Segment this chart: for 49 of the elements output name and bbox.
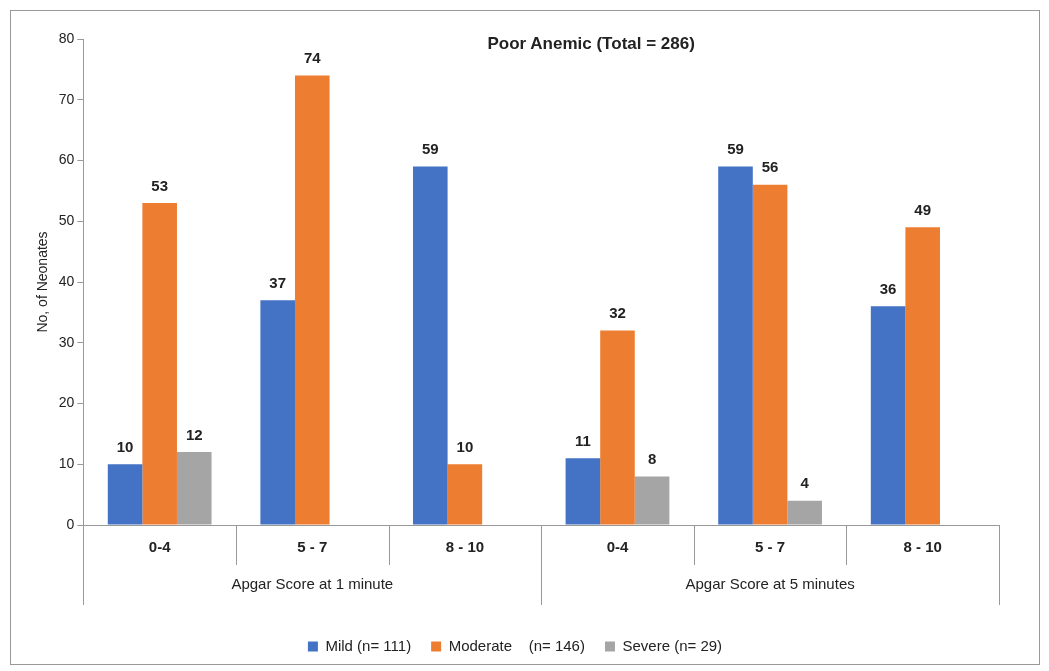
data-label: 32 <box>609 304 626 322</box>
data-label: 36 <box>879 279 897 297</box>
bar <box>565 458 601 525</box>
bar <box>905 227 940 525</box>
y-tick-label: 80 <box>58 29 75 46</box>
bar <box>260 300 295 525</box>
data-label: 59 <box>727 140 744 158</box>
data-label: 12 <box>185 425 203 443</box>
legend-label: Severe (n= 29) <box>622 636 723 654</box>
bar <box>107 464 143 525</box>
x-tick-label: 8 - 10 <box>445 538 485 556</box>
x-tick-label: 0-4 <box>606 538 629 556</box>
x-tick-label: 0-4 <box>148 538 172 556</box>
data-label: 37 <box>269 273 287 291</box>
legend-label: Mild (n= 111) <box>325 636 412 654</box>
y-tick-label: 70 <box>58 90 75 107</box>
y-tick-label: 40 <box>58 272 75 289</box>
legend-label: Moderate (n= 146) <box>448 636 585 654</box>
bar <box>294 75 330 525</box>
text: Apgar Score at 1 minute <box>231 575 394 593</box>
bar <box>447 464 483 525</box>
y-tick-label: 10 <box>58 455 75 472</box>
data-label: 49 <box>914 200 932 218</box>
y-axis-title: No, of Neonates <box>34 231 51 333</box>
text: Apgar Score at 5 minutes <box>685 575 855 593</box>
bar <box>752 184 788 525</box>
bar <box>142 203 177 525</box>
bar <box>870 306 906 525</box>
data-label: 56 <box>761 158 779 176</box>
data-label: 10 <box>116 437 134 455</box>
data-label: 10 <box>456 437 474 455</box>
y-tick-label: 0 <box>66 515 75 532</box>
data-label: 11 <box>574 431 591 449</box>
data-label: 74 <box>303 49 322 67</box>
chart-title: Poor Anemic (Total = 286) <box>487 33 695 53</box>
data-label: 8 <box>647 450 657 468</box>
data-label: 53 <box>151 176 169 194</box>
bar <box>718 166 753 525</box>
y-tick-label: 60 <box>58 151 75 168</box>
bar <box>413 166 448 525</box>
x-tick-label: 5 - 7 <box>297 538 328 556</box>
y-tick-label: 50 <box>58 212 75 229</box>
x-tick-label: 8 - 10 <box>903 538 942 556</box>
y-tick-label: 20 <box>58 394 75 411</box>
data-label: 59 <box>421 140 439 158</box>
data-label: 4 <box>800 474 810 492</box>
x-tick-label: 5 - 7 <box>755 538 786 556</box>
y-tick-label: 30 <box>58 333 75 350</box>
bar <box>600 330 635 525</box>
